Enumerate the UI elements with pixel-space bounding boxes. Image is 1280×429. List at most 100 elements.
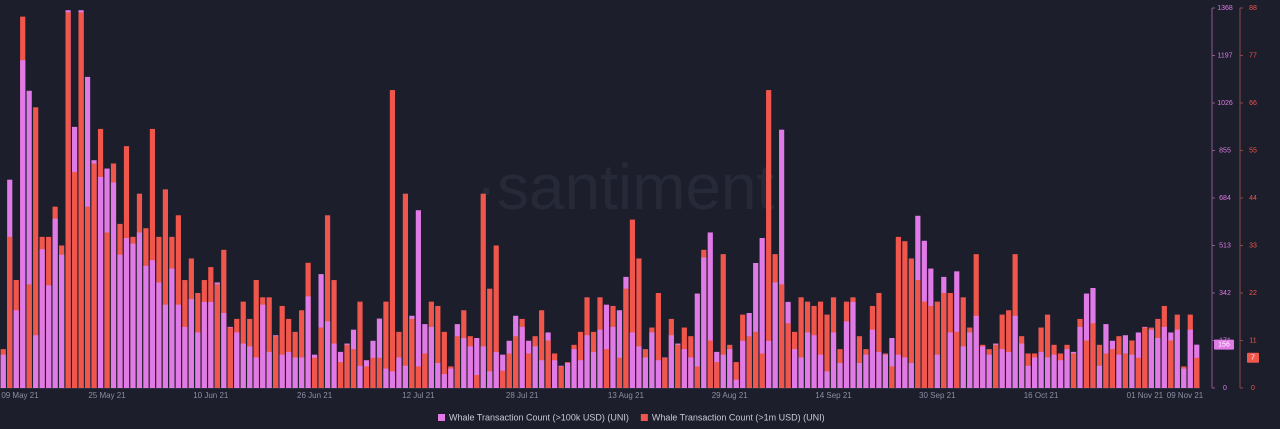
bar (1025, 365, 1031, 388)
bar (324, 321, 331, 388)
bar (707, 340, 713, 388)
bar (902, 357, 908, 388)
bar (603, 304, 610, 388)
bar (649, 332, 655, 388)
bar (798, 357, 804, 388)
bar (33, 107, 39, 389)
bar (759, 238, 765, 388)
bar (435, 305, 441, 388)
bar (305, 296, 311, 388)
bar (493, 351, 499, 388)
bar (266, 351, 272, 388)
y2-tick-label: 0 (1251, 385, 1255, 392)
y-tick-label: 0 (1223, 385, 1227, 392)
legend: Whale Transaction Count (>100k USD) (UNI… (438, 412, 825, 422)
bar (558, 366, 564, 388)
bar (474, 338, 480, 388)
bar (694, 293, 700, 388)
bar (312, 357, 318, 388)
bar (136, 232, 143, 388)
y-tick-label: 513 (1219, 242, 1231, 249)
x-tick-label: 09 Nov 21 (1167, 391, 1204, 400)
bar (928, 305, 934, 388)
bar (526, 353, 532, 388)
bar (714, 362, 720, 388)
watermark: ·santiment (476, 151, 775, 223)
bar (577, 331, 584, 388)
bar (967, 332, 973, 388)
bar (571, 349, 577, 388)
bar (1019, 343, 1025, 388)
bar (889, 366, 895, 388)
legend-swatch (438, 414, 445, 421)
x-tick-label: 26 Jun 21 (297, 391, 333, 400)
bar (149, 128, 156, 388)
bar (889, 338, 895, 388)
bar (357, 365, 363, 388)
bar (1064, 349, 1070, 388)
bar (792, 349, 798, 388)
bar (84, 206, 91, 388)
bar (753, 263, 759, 388)
bar (428, 326, 434, 388)
bar (662, 357, 668, 388)
bar (1006, 351, 1012, 388)
bar (1135, 357, 1141, 388)
bar (772, 282, 778, 388)
bar (720, 354, 726, 388)
bar (227, 327, 233, 388)
bar (273, 336, 279, 388)
bar (668, 335, 674, 388)
bar (675, 344, 681, 388)
x-tick-label: 10 Jun 21 (193, 391, 229, 400)
bar (350, 349, 357, 388)
bar (26, 90, 32, 389)
x-tick-label: 29 Aug 21 (712, 391, 749, 400)
bar (357, 301, 363, 388)
y2-tick-label: 77 (1249, 52, 1257, 59)
bar (253, 357, 259, 388)
bar (1012, 315, 1018, 388)
bar (707, 232, 713, 388)
bar (954, 331, 960, 388)
y2-tick-label: 22 (1249, 290, 1257, 297)
bar (733, 362, 739, 388)
bar (1057, 360, 1064, 388)
bar (331, 280, 337, 388)
bar (869, 329, 876, 388)
bar (629, 219, 636, 388)
bar (545, 340, 551, 388)
bar (817, 354, 824, 388)
bar (837, 363, 843, 388)
bar (610, 326, 616, 388)
bar (266, 297, 272, 388)
y2-tick-label: 55 (1249, 147, 1257, 154)
bar (1103, 353, 1109, 388)
bar (279, 354, 285, 388)
bar (753, 331, 759, 388)
bar (13, 310, 19, 388)
bar (642, 357, 648, 388)
bar (960, 346, 966, 388)
bar (1161, 326, 1167, 388)
bar (850, 301, 856, 388)
y-tick-label: 342 (1219, 290, 1231, 297)
bar (97, 176, 104, 388)
bar (701, 257, 707, 388)
bar (149, 260, 156, 388)
bar (746, 336, 752, 388)
bar (590, 351, 597, 388)
bar (1044, 314, 1051, 388)
y-tick-label: 855 (1219, 147, 1231, 154)
bar (941, 293, 947, 388)
bar (422, 353, 428, 388)
y2-tick-label: 44 (1249, 195, 1257, 202)
bar (1044, 357, 1051, 388)
bar (435, 363, 441, 388)
bar (467, 346, 473, 388)
bar (441, 331, 447, 388)
bar (1155, 338, 1161, 388)
bar (26, 284, 32, 388)
bar (117, 254, 123, 388)
bar (655, 360, 661, 388)
